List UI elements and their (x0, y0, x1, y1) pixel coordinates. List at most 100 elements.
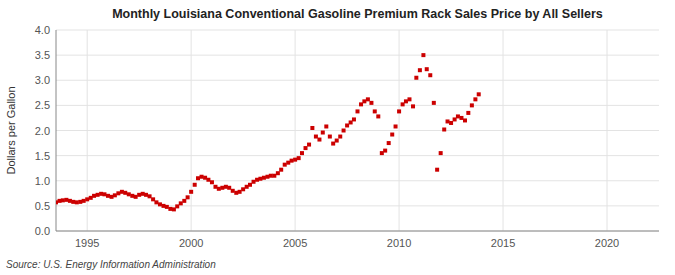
point (397, 109, 401, 113)
point (158, 202, 162, 206)
point (449, 121, 453, 125)
point (324, 124, 328, 128)
point (300, 151, 304, 155)
point (446, 119, 450, 123)
point (290, 159, 294, 163)
point (376, 114, 380, 118)
point (442, 127, 446, 131)
point (127, 192, 131, 196)
point (345, 123, 349, 127)
x-grid-line (191, 30, 192, 231)
point (356, 109, 360, 113)
point (137, 193, 141, 197)
y-tick-label: 4.0 (35, 24, 50, 36)
x-grid-line (503, 30, 504, 231)
point (352, 117, 356, 121)
point (328, 135, 332, 139)
point (196, 176, 200, 180)
point (439, 151, 443, 155)
y-grid-line (56, 180, 659, 181)
point (262, 176, 266, 180)
point (179, 201, 183, 205)
y-grid-line (56, 231, 659, 232)
point (459, 116, 463, 120)
point (220, 186, 224, 190)
point (404, 99, 408, 103)
y-grid-line (56, 205, 659, 206)
point (106, 194, 110, 198)
x-grid-line (607, 30, 608, 231)
x-tick-label: 1995 (75, 237, 99, 249)
y-grid-line (56, 105, 659, 106)
point (473, 97, 477, 101)
point (387, 141, 391, 145)
point (272, 174, 276, 178)
point (148, 194, 152, 198)
point (144, 193, 148, 197)
x-tick-label: 2010 (387, 237, 411, 249)
point (276, 171, 280, 175)
point (418, 68, 422, 72)
y-tick-label: 1.5 (35, 150, 50, 162)
point (304, 146, 308, 150)
point (310, 126, 314, 130)
chart-svg: Monthly Louisiana Conventional Gasoline … (0, 0, 675, 275)
point (421, 53, 425, 57)
point (411, 104, 415, 108)
point (75, 200, 79, 204)
x-grid-line (399, 30, 400, 231)
y-grid-line (56, 55, 659, 56)
point (71, 200, 75, 204)
point (466, 111, 470, 115)
point (390, 133, 394, 137)
point (113, 193, 117, 197)
point (248, 183, 252, 187)
y-axis-label: Dollars per Gallon (5, 86, 17, 174)
point (258, 177, 262, 181)
point (435, 168, 439, 172)
point (456, 114, 460, 118)
point (116, 191, 120, 195)
point (238, 190, 242, 194)
point (369, 101, 373, 105)
point (383, 149, 387, 153)
point (165, 205, 169, 209)
point (321, 131, 325, 135)
point (252, 180, 256, 184)
point (64, 198, 68, 202)
source: Source: U.S. Energy Information Administ… (6, 259, 216, 270)
point (342, 129, 346, 133)
point (96, 193, 100, 197)
point (82, 199, 86, 203)
point (200, 175, 204, 179)
point (210, 180, 214, 184)
point (314, 135, 318, 139)
y-tick-label: 1.0 (35, 175, 50, 187)
point (134, 195, 138, 199)
y-tick-label: 2.5 (35, 99, 50, 111)
x-grid-line (295, 30, 296, 231)
x-axis-line (56, 231, 659, 232)
y-grid-line (56, 130, 659, 131)
y-grid-line (56, 155, 659, 156)
point (154, 200, 158, 204)
x-tick-label: 2015 (491, 237, 515, 249)
y-grid-line (56, 80, 659, 81)
title: Monthly Louisiana Conventional Gasoline … (112, 7, 603, 21)
point (168, 207, 172, 211)
y-tick-label: 0.5 (35, 200, 50, 212)
point (307, 143, 311, 147)
point (432, 101, 436, 105)
point (123, 191, 127, 195)
point (61, 198, 65, 202)
point (297, 156, 301, 160)
point (331, 142, 335, 146)
point (283, 163, 287, 167)
point (394, 124, 398, 128)
point (463, 118, 467, 122)
point (477, 92, 481, 96)
point (193, 183, 197, 187)
point (231, 189, 235, 193)
point (338, 135, 342, 139)
point (414, 76, 418, 80)
